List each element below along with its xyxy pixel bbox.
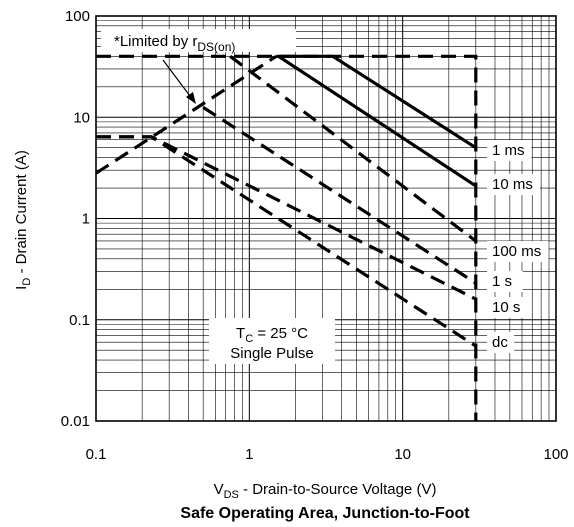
- curve-label: 1 s: [492, 273, 512, 290]
- y-axis-label: ID - Drain Current (A): [13, 150, 33, 290]
- series-line-3: [229, 55, 477, 243]
- y-tick-label: 0.01: [61, 413, 90, 430]
- conditions-line-1: TC = 25 °C: [236, 325, 308, 345]
- curve-label-bg: [487, 271, 523, 292]
- chart-title: Safe Operating Area, Junction-to-Foot: [180, 505, 470, 522]
- curve-labels: 1 ms 10 ms 100 ms 1 s 10 s dc: [487, 140, 549, 353]
- curve-label: 10 s: [492, 299, 520, 316]
- plot-frame: [95, 15, 557, 422]
- y-tick-label: 10: [73, 109, 90, 126]
- conditions-line-2: Single Pulse: [230, 345, 313, 362]
- series-line-1: [276, 54, 477, 150]
- curve-label-bg: [487, 174, 540, 195]
- x-tick-label: 10: [394, 446, 411, 463]
- tick-labels: 0.1 1 10 100 0.01 0.1 1 10 100: [61, 8, 569, 463]
- series-line-2: [277, 54, 477, 188]
- series-line-7: [96, 54, 478, 421]
- series-line-6: [96, 135, 477, 348]
- curve-label: 100 ms: [492, 243, 541, 260]
- y-tick-label: 100: [65, 8, 90, 25]
- curve-label-bg: [487, 297, 532, 318]
- series-line-0: [95, 54, 278, 175]
- curve-label: 10 ms: [492, 176, 533, 193]
- series-layer: [95, 54, 478, 421]
- rds-note-arrowhead: [186, 92, 196, 104]
- curve-label-bg: [487, 140, 532, 161]
- curve-label: dc: [492, 334, 508, 351]
- y-tick-label: 1: [82, 211, 90, 228]
- x-tick-label: 100: [543, 446, 568, 463]
- y-tick-label: 0.1: [69, 312, 90, 329]
- curve-label-bg: [487, 241, 549, 262]
- x-tick-label: 1: [245, 446, 253, 463]
- x-tick-label: 0.1: [86, 446, 107, 463]
- rds-note-box: [101, 29, 296, 52]
- curve-label: 1 ms: [492, 142, 525, 159]
- rds-note: *Limited by rDS(on): [114, 33, 235, 54]
- curve-label-bg: [487, 332, 515, 353]
- x-axis-label: VDS - Drain-to-Source Voltage (V): [214, 481, 437, 501]
- series-line-4: [202, 106, 477, 285]
- grid: [96, 16, 556, 421]
- conditions-box: [209, 318, 335, 364]
- rds-note-arrow: [162, 59, 191, 97]
